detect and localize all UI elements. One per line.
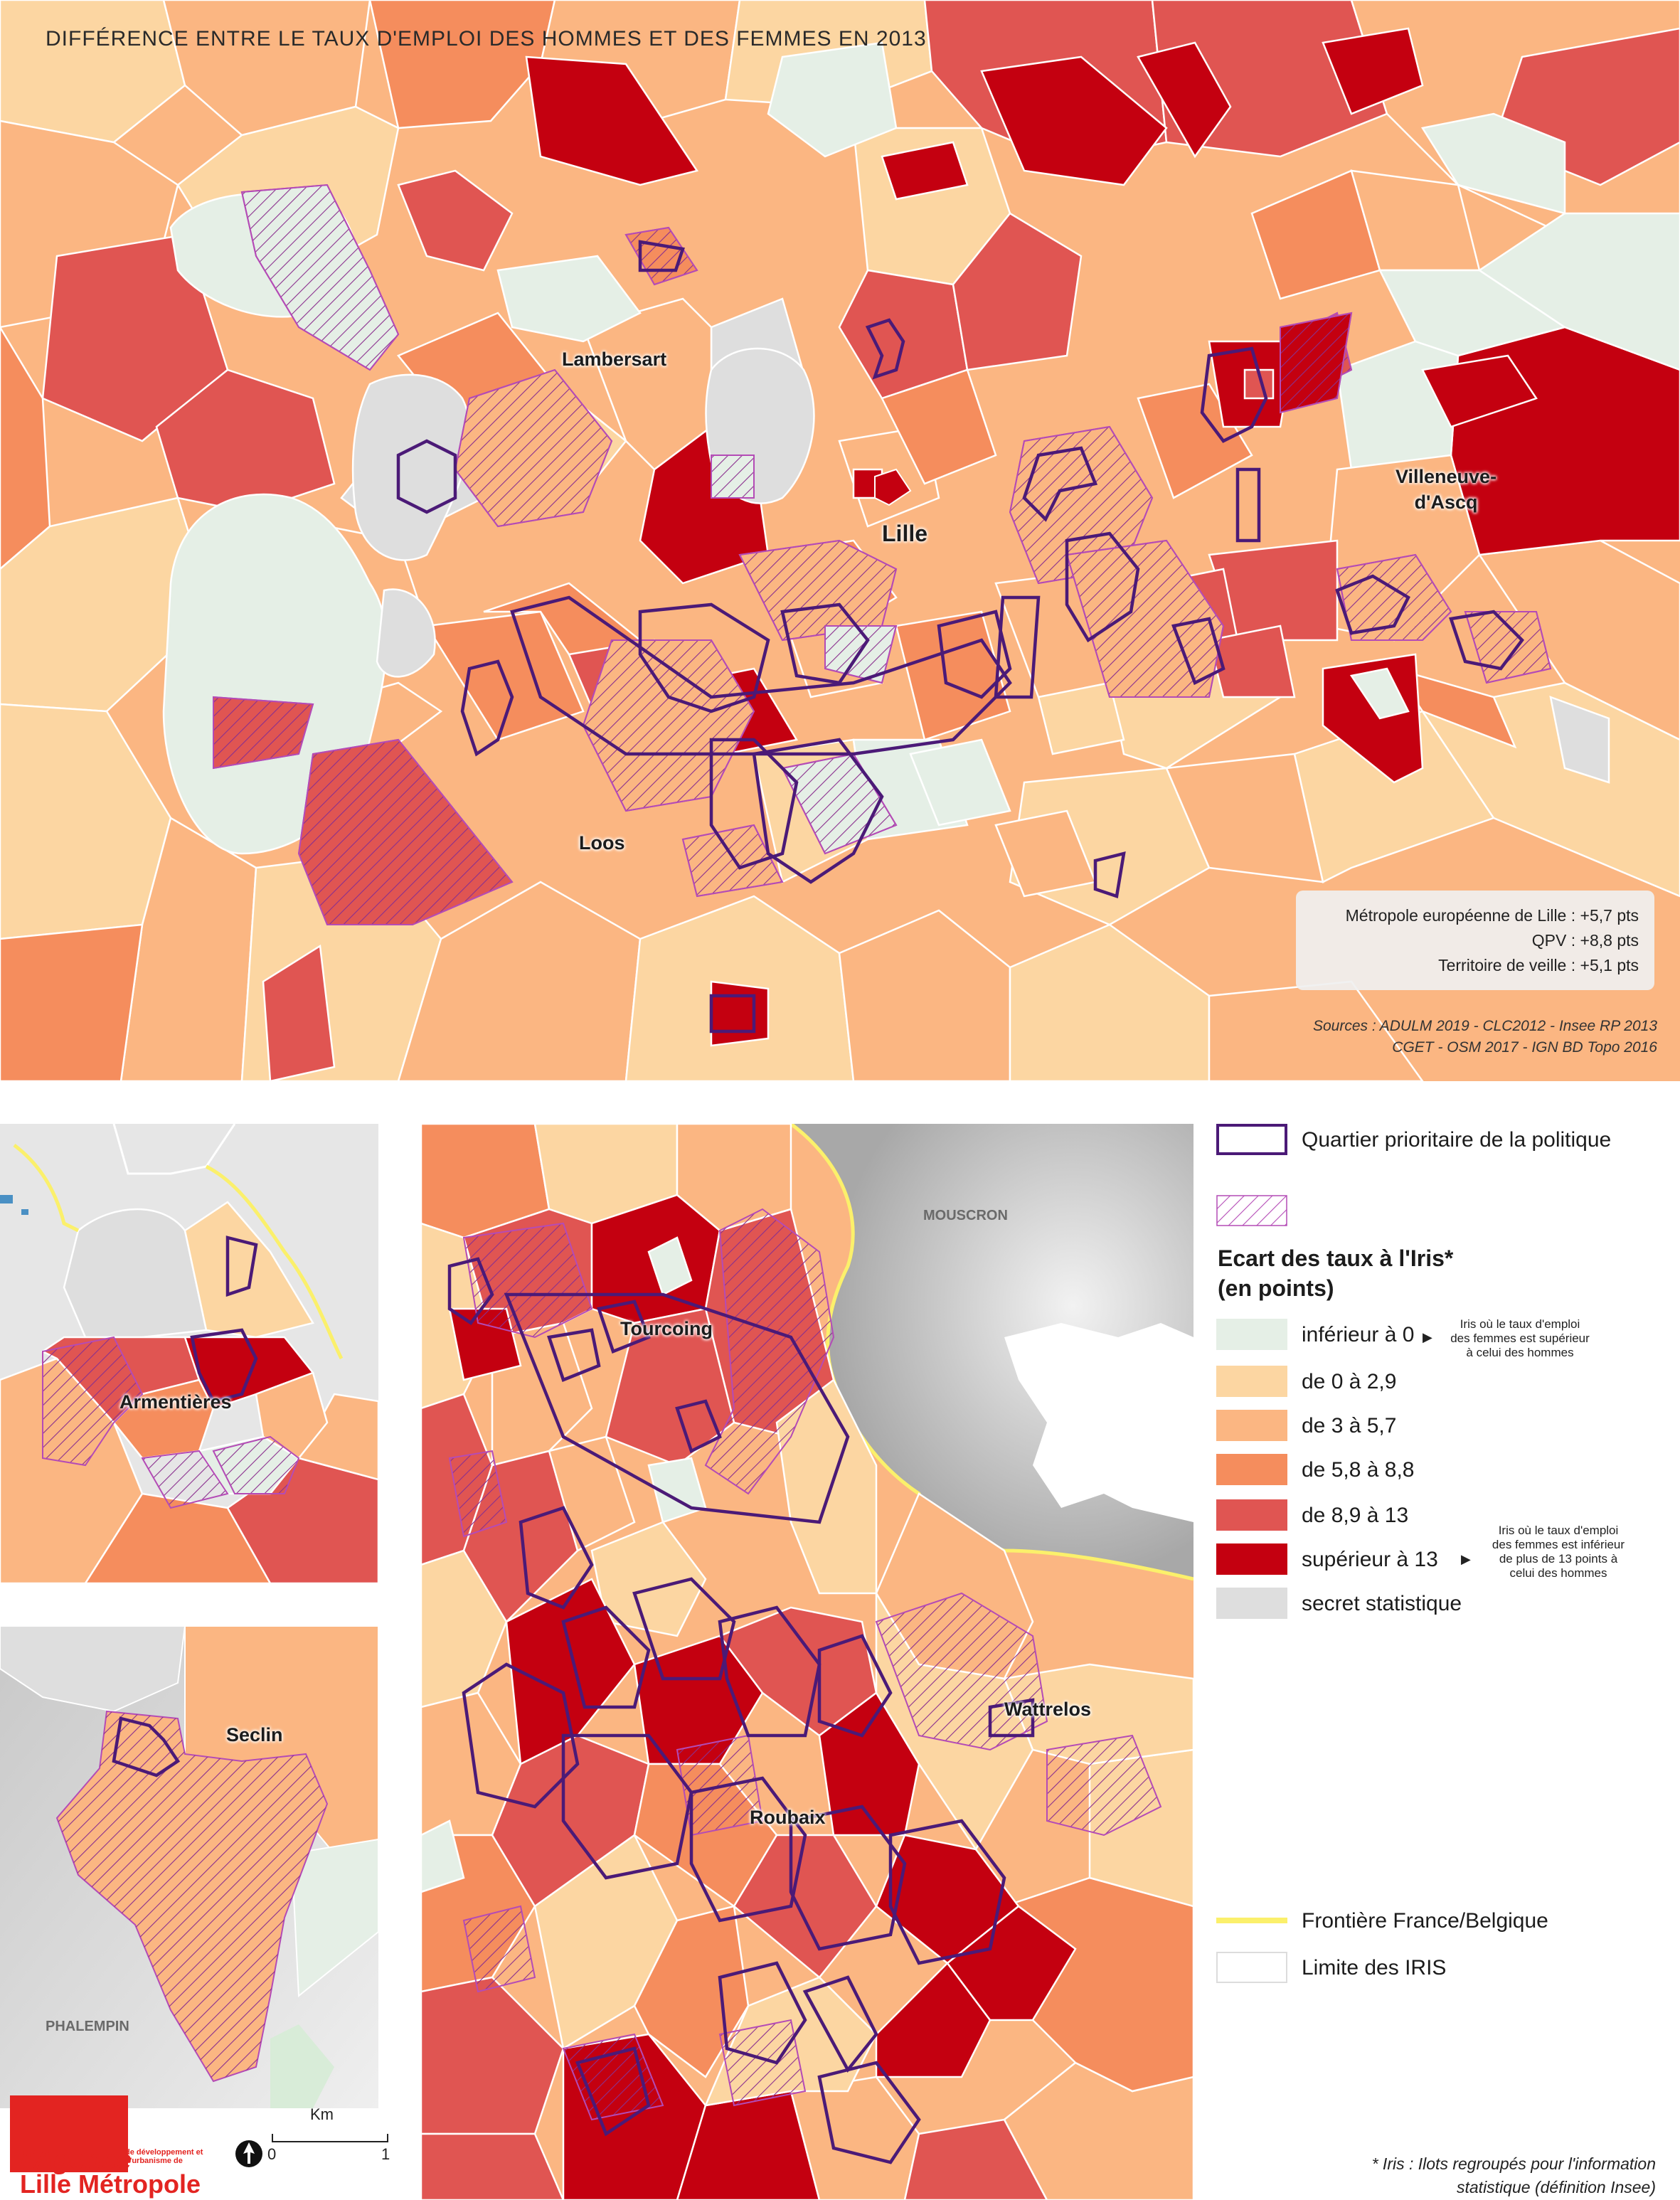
logo-line-2: Lille Métropole [20, 2169, 201, 2199]
legend-class-3-label: de 5,8 à 8,8 [1302, 1458, 1415, 1482]
inset-map-armentieres[interactable] [0, 1124, 378, 1583]
legend-class-2-label: de 3 à 5,7 [1302, 1414, 1397, 1438]
sources-line-1: Sources : ADULM 2019 - CLC2012 - Insee R… [1312, 1018, 1657, 1034]
label-phalempin: PHALEMPIN [46, 2019, 129, 2034]
legend-class-1-swatch [1216, 1366, 1287, 1397]
legend-class-4-label: de 8,9 à 13 [1302, 1504, 1409, 1527]
label-villeneuve-text: Villeneuve- d'Ascq [1395, 466, 1497, 513]
map-title: DIFFÉRENCE ENTRE LE TAUX D'EMPLOI DES HO… [46, 27, 927, 51]
legend-class-6-swatch [1216, 1588, 1287, 1619]
arrow-right-icon: ▶ [1461, 1552, 1471, 1566]
main-map-lille[interactable] [0, 0, 1680, 1081]
legend-class-4-swatch [1216, 1499, 1287, 1531]
inset-map-seclin[interactable] [0, 1626, 378, 2108]
legend-class-5-label: supérieur à 13 [1302, 1548, 1438, 1571]
legend-class-1-label: de 0 à 2,9 [1302, 1370, 1397, 1393]
legend-qpv-swatch [1216, 1124, 1287, 1155]
legend-note-high-text: Iris où le taux d'emploi des femmes est … [1492, 1524, 1625, 1580]
label-loos: Loos [579, 832, 625, 854]
footnote: * Iris : Ilots regroupés pour l'informat… [1372, 2152, 1656, 2199]
legend-title: Ecart des taux à l'Iris* (en points) [1218, 1243, 1453, 1303]
stat-mel: Métropole européenne de Lille : +5,7 pts [1345, 906, 1639, 925]
label-mouscron: MOUSCRON [923, 1208, 1008, 1223]
qpv-outlines [396, 240, 1524, 1033]
scale-bar: Km 0 1 [235, 2105, 398, 2177]
scale-end: 1 [381, 2145, 390, 2163]
footnote-line-1: * Iris : Ilots regroupés pour l'informat… [1371, 2154, 1656, 2173]
legend-class-6-label: secret statistique [1302, 1592, 1462, 1615]
label-seclin: Seclin [226, 1724, 283, 1745]
label-lille: Lille [882, 521, 928, 546]
label-wattrelos: Wattrelos [1004, 1699, 1092, 1720]
north-arrow-icon [235, 2140, 262, 2167]
scale-line [272, 2134, 388, 2142]
legend-title-line-2: (en points) [1218, 1275, 1334, 1301]
inset-map-roubaix-tourcoing[interactable] [421, 1124, 1193, 2200]
label-tourcoing: Tourcoing [620, 1318, 713, 1339]
scale-start: 0 [267, 2145, 277, 2163]
logo-mark [10, 2095, 128, 2172]
label-villeneuve: Villeneuve- d'Ascq [1395, 464, 1496, 515]
legend-iris-label: Limite des IRIS [1302, 1956, 1447, 1980]
logo-tagline: de développement et d'urbanisme de [125, 2148, 203, 2165]
legend-class-3-swatch [1216, 1454, 1287, 1485]
logo-line-1: l'Agence [20, 2145, 132, 2175]
legend-iris-swatch [1216, 1952, 1287, 1983]
legend-veille-swatch [1216, 1195, 1287, 1226]
lille-centre-marker [874, 468, 912, 506]
scale-unit: Km [310, 2105, 334, 2123]
stat-veille: Territoire de veille : +5,1 pts [1438, 956, 1639, 974]
legend-border-label: Frontière France/Belgique [1302, 1909, 1548, 1933]
label-roubaix: Roubaix [750, 1807, 826, 1828]
sources-line-2: CGET - OSM 2017 - IGN BD Topo 2016 [1392, 1039, 1657, 1056]
legend-class-0-label: inférieur à 0 [1302, 1323, 1415, 1346]
legend-qpv-label: Quartier prioritaire de la politique [1302, 1128, 1612, 1152]
legend-class-2-swatch [1216, 1410, 1287, 1441]
footnote-line-2: statistique (définition Insee) [1457, 2178, 1656, 2196]
sources: Sources : ADULM 2019 - CLC2012 - Insee R… [1313, 1016, 1657, 1058]
legend-note-low-text: Iris où le taux d'emploi des femmes est … [1450, 1317, 1590, 1359]
legend-border-swatch [1216, 1918, 1287, 1923]
agency-logo: l'Agence de développement et d'urbanisme… [10, 2095, 223, 2199]
label-lambersart: Lambersart [562, 349, 667, 370]
legend-class-5-swatch [1216, 1543, 1287, 1575]
label-armentieres: Armentières [119, 1391, 232, 1413]
stats-box: Métropole européenne de Lille : +5,7 pts… [1296, 891, 1654, 990]
arrow-right-icon: ▶ [1423, 1330, 1432, 1344]
legend-title-line-1: Ecart des taux à l'Iris* [1218, 1245, 1454, 1271]
legend-class-0-swatch [1216, 1319, 1287, 1350]
stat-qpv: QPV : +8,8 pts [1531, 931, 1639, 950]
